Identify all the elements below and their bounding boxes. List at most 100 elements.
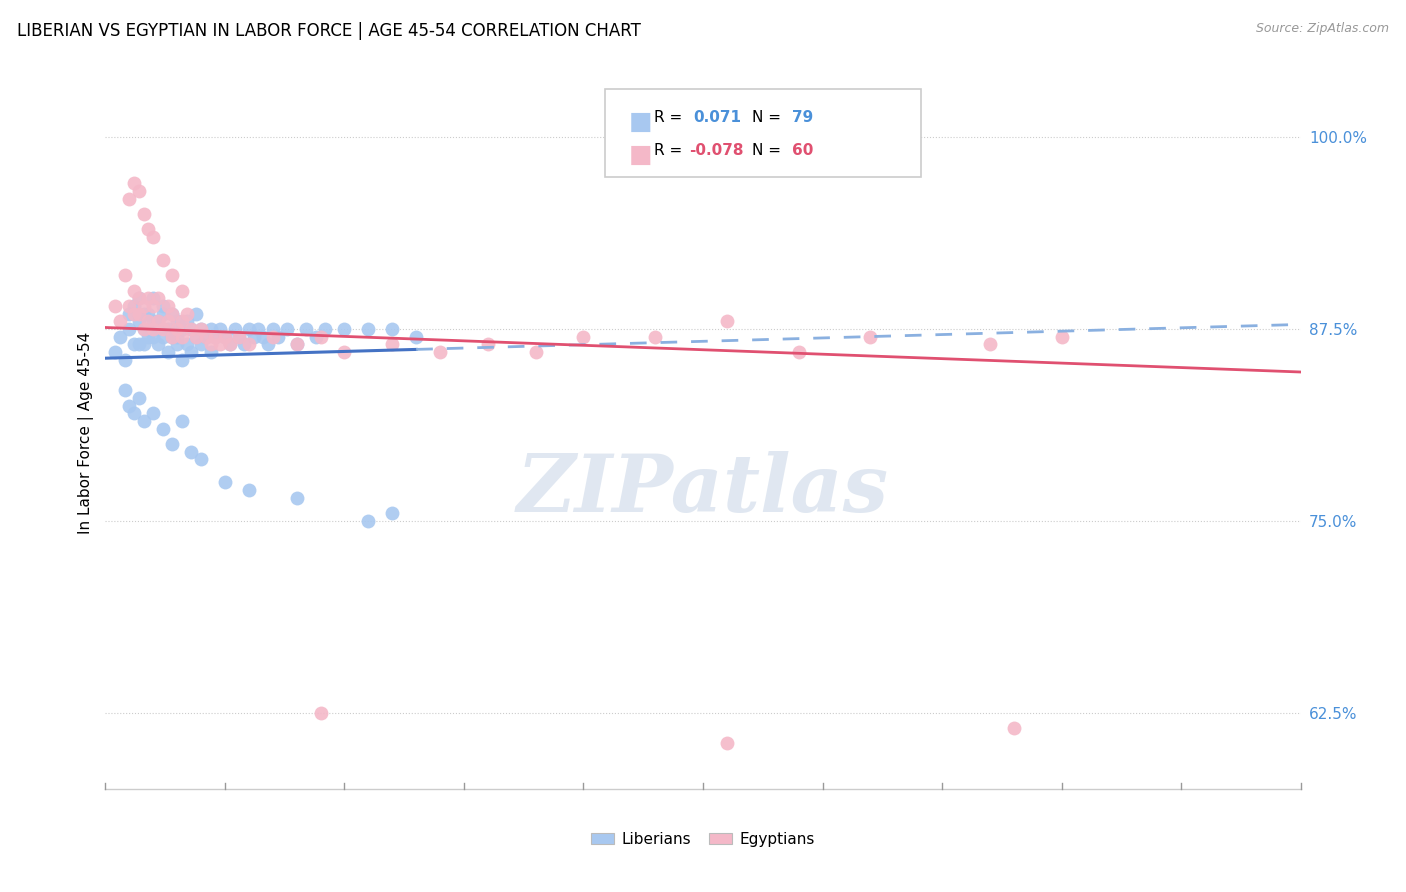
Point — [142, 299, 165, 313]
Point — [118, 307, 141, 321]
Point — [333, 345, 356, 359]
Point — [138, 307, 160, 321]
Point — [276, 322, 298, 336]
Point — [152, 299, 174, 313]
Point — [859, 329, 882, 343]
Point — [104, 345, 127, 359]
Point — [118, 322, 141, 336]
Point — [122, 176, 145, 190]
Point — [381, 506, 404, 520]
Point — [295, 322, 318, 336]
Point — [142, 291, 165, 305]
Point — [162, 307, 184, 321]
Point — [200, 345, 222, 359]
Point — [166, 329, 188, 343]
Point — [156, 345, 179, 359]
Point — [194, 329, 217, 343]
Text: ■: ■ — [628, 110, 652, 134]
Point — [266, 329, 288, 343]
Point — [194, 329, 217, 343]
Point — [176, 337, 198, 351]
Text: R =: R = — [654, 143, 688, 158]
Point — [132, 414, 155, 428]
Point — [190, 322, 212, 336]
Point — [242, 329, 264, 343]
Point — [118, 299, 141, 313]
Point — [716, 736, 738, 750]
Point — [405, 329, 427, 343]
Point — [118, 192, 141, 206]
Point — [132, 322, 155, 336]
Point — [204, 329, 226, 343]
Point — [228, 329, 250, 343]
Point — [162, 437, 184, 451]
Point — [142, 329, 165, 343]
Point — [200, 337, 222, 351]
Point — [979, 337, 1001, 351]
Point — [180, 445, 202, 459]
Point — [524, 345, 547, 359]
Point — [156, 299, 179, 313]
Point — [190, 337, 212, 351]
Point — [152, 252, 174, 267]
Point — [108, 314, 131, 328]
Point — [333, 322, 356, 336]
Point — [285, 337, 308, 351]
Point — [114, 352, 136, 367]
Point — [122, 284, 145, 298]
Point — [238, 322, 260, 336]
Point — [190, 452, 212, 467]
Point — [152, 422, 174, 436]
Point — [180, 322, 202, 336]
Text: 0.071: 0.071 — [693, 110, 741, 125]
Point — [138, 329, 160, 343]
Point — [716, 314, 738, 328]
Point — [247, 322, 270, 336]
Point — [142, 314, 165, 328]
Point — [162, 268, 184, 283]
Point — [257, 337, 280, 351]
Point — [477, 337, 499, 351]
Point — [166, 337, 188, 351]
Point — [357, 322, 380, 336]
Point — [186, 329, 208, 343]
Point — [122, 337, 145, 351]
Point — [190, 322, 212, 336]
Point — [128, 291, 150, 305]
Point — [162, 329, 184, 343]
Point — [152, 307, 174, 321]
Point — [128, 307, 150, 321]
Point — [176, 307, 198, 321]
Point — [128, 184, 150, 198]
Text: R =: R = — [654, 110, 688, 125]
Point — [180, 322, 202, 336]
Point — [787, 345, 810, 359]
Point — [132, 322, 155, 336]
Point — [146, 314, 169, 328]
Point — [170, 329, 193, 343]
Point — [309, 706, 332, 720]
Point — [381, 337, 404, 351]
Point — [572, 329, 595, 343]
Text: ■: ■ — [628, 143, 652, 167]
Point — [285, 337, 308, 351]
Point — [180, 345, 202, 359]
Point — [162, 329, 184, 343]
Point — [176, 314, 198, 328]
Point — [156, 314, 179, 328]
Point — [146, 337, 169, 351]
Text: N =: N = — [752, 143, 786, 158]
Point — [209, 337, 232, 351]
Text: ZIPatlas: ZIPatlas — [517, 451, 889, 528]
Point — [305, 329, 328, 343]
Point — [218, 337, 240, 351]
Legend: Liberians, Egyptians: Liberians, Egyptians — [585, 826, 821, 853]
Point — [114, 384, 136, 398]
Point — [166, 322, 188, 336]
Point — [146, 314, 169, 328]
Point — [142, 406, 165, 420]
Point — [262, 322, 284, 336]
Point — [238, 483, 260, 498]
Point — [138, 222, 160, 236]
Point — [1050, 329, 1073, 343]
